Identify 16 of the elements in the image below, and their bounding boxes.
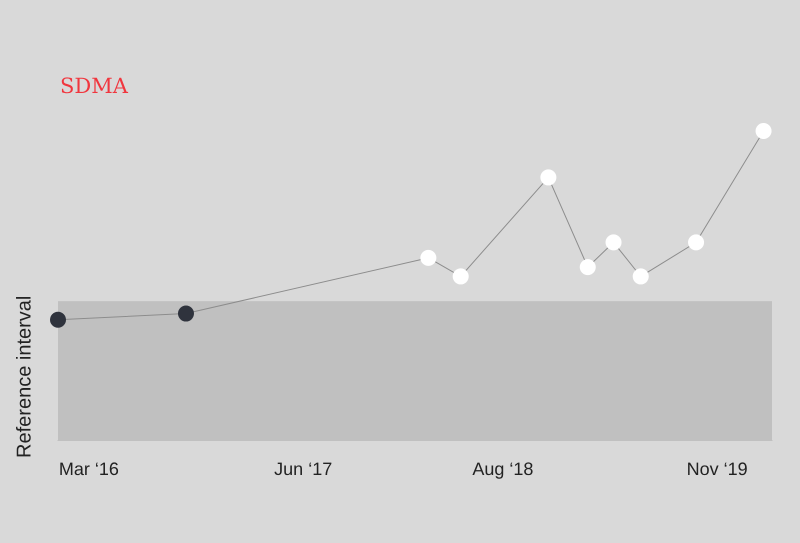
point (632, 268, 649, 284)
point (606, 234, 622, 250)
band-label: Reference interval (14, 296, 36, 458)
point (756, 123, 772, 139)
point (178, 306, 194, 322)
point (540, 169, 556, 186)
point (688, 234, 704, 250)
point (452, 268, 469, 284)
chart-title: SDMA (60, 74, 129, 98)
x-tick-label: Mar ‘16 (58, 459, 119, 480)
x-tick-label: Aug ‘18 (472, 459, 534, 480)
x-tick-label: Jun ‘17 (274, 459, 332, 480)
point (580, 259, 596, 276)
x-tick-label: Nov ‘19 (686, 459, 748, 480)
point (50, 312, 66, 328)
point (420, 250, 436, 266)
